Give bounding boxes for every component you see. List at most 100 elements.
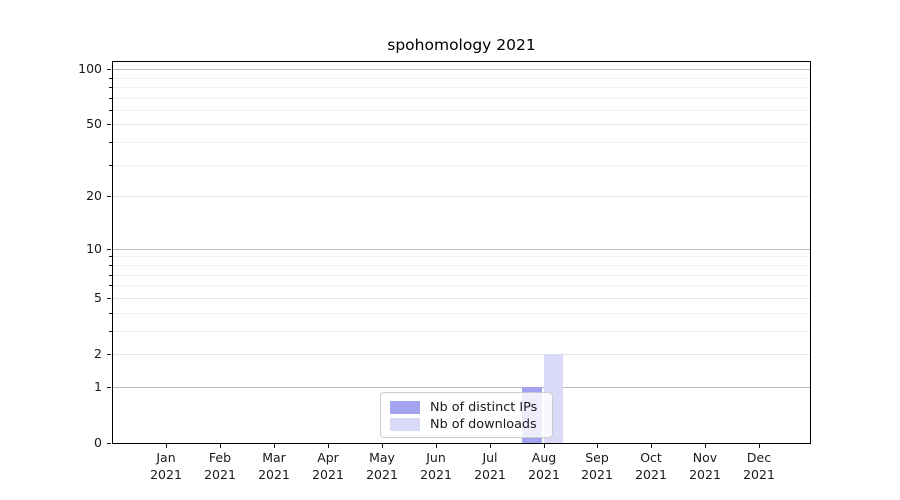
x-tick-month: May <box>369 450 395 465</box>
x-tick-month: Oct <box>640 450 662 465</box>
y-tick-label: 2 <box>94 346 102 361</box>
x-tick-label: Dec 2021 <box>727 450 791 483</box>
legend-swatch-distinct-ips <box>390 400 420 414</box>
y-minor-tick <box>109 142 112 143</box>
gridline <box>113 124 810 126</box>
minor-gridline <box>113 77 810 79</box>
minor-gridline <box>113 274 810 276</box>
legend: Nb of distinct IPs Nb of downloads <box>380 392 553 438</box>
y-tick <box>107 69 111 70</box>
y-tick-label: 0 <box>94 435 102 450</box>
y-tick-label: 50 <box>86 116 102 131</box>
x-tick-year: 2021 <box>258 466 290 482</box>
y-tick-label: 10 <box>86 241 102 256</box>
legend-swatch-downloads <box>390 417 420 431</box>
x-tick-month: Feb <box>208 450 232 465</box>
y-minor-tick <box>109 87 112 88</box>
x-tick-year: 2021 <box>420 466 452 482</box>
y-minor-tick <box>109 98 112 99</box>
y-tick-label: 1 <box>94 379 102 394</box>
minor-gridline <box>113 164 810 166</box>
x-tick <box>274 444 275 448</box>
x-tick-year: 2021 <box>689 466 721 482</box>
gridline <box>113 196 810 198</box>
chart-title: spohomology 2021 <box>387 36 536 54</box>
y-tick <box>107 249 111 250</box>
x-tick <box>328 444 329 448</box>
x-tick-year: 2021 <box>474 466 506 482</box>
x-tick <box>490 444 491 448</box>
minor-gridline <box>113 109 810 111</box>
x-tick-year: 2021 <box>150 466 182 482</box>
plot-area: Nb of distinct IPs Nb of downloads <box>112 61 811 444</box>
x-tick-year: 2021 <box>743 466 775 482</box>
minor-gridline <box>113 285 810 287</box>
x-tick <box>705 444 706 448</box>
x-tick <box>166 444 167 448</box>
x-tick-label: Mar 2021 <box>242 450 306 483</box>
y-minor-tick <box>109 331 112 332</box>
x-tick <box>759 444 760 448</box>
x-tick-month: Sep <box>585 450 609 465</box>
x-tick <box>597 444 598 448</box>
y-tick-label: 20 <box>86 188 102 203</box>
minor-gridline <box>113 312 810 314</box>
x-tick-label: Jun 2021 <box>404 450 468 483</box>
y-tick <box>107 443 111 444</box>
minor-gridline <box>113 142 810 144</box>
y-minor-tick <box>109 78 112 79</box>
x-tick-year: 2021 <box>528 466 560 482</box>
y-minor-tick <box>109 256 112 257</box>
legend-label-distinct-ips: Nb of distinct IPs <box>430 399 538 415</box>
x-tick-label: Sep 2021 <box>565 450 629 483</box>
major-gridline <box>113 69 810 71</box>
gridline <box>113 353 810 355</box>
minor-gridline <box>113 256 810 258</box>
y-tick-label: 5 <box>94 290 102 305</box>
x-tick-label: Oct 2021 <box>619 450 683 483</box>
x-tick-label: Jul 2021 <box>458 450 522 483</box>
x-tick-month: Dec <box>746 450 772 465</box>
y-minor-tick <box>109 265 112 266</box>
x-tick-year: 2021 <box>581 466 613 482</box>
x-tick <box>382 444 383 448</box>
y-minor-tick <box>109 275 112 276</box>
x-tick-label: May 2021 <box>350 450 414 483</box>
x-tick-label: Feb 2021 <box>188 450 252 483</box>
major-gridline <box>113 386 810 388</box>
x-tick-label: Jan 2021 <box>134 450 198 483</box>
gridline <box>113 297 810 299</box>
y-tick-label: 100 <box>78 61 102 76</box>
x-tick-month: Apr <box>317 450 339 465</box>
minor-gridline <box>113 86 810 88</box>
x-tick-label: Apr 2021 <box>296 450 360 483</box>
x-tick-year: 2021 <box>312 466 344 482</box>
legend-item-downloads: Nb of downloads <box>390 416 543 432</box>
minor-gridline <box>113 330 810 332</box>
x-tick <box>651 444 652 448</box>
y-minor-tick <box>109 313 112 314</box>
x-tick <box>220 444 221 448</box>
x-tick-month: Jan <box>156 450 176 465</box>
minor-gridline <box>113 264 810 266</box>
x-tick-year: 2021 <box>635 466 667 482</box>
x-tick-month: Nov <box>692 450 718 465</box>
x-tick-month: Jul <box>482 450 498 465</box>
x-tick-year: 2021 <box>366 466 398 482</box>
minor-gridline <box>113 97 810 99</box>
y-tick <box>107 196 111 197</box>
x-tick-month: Jun <box>426 450 446 465</box>
legend-item-distinct-ips: Nb of distinct IPs <box>390 399 543 415</box>
y-tick <box>107 387 111 388</box>
y-minor-tick <box>109 165 112 166</box>
major-gridline <box>113 248 810 250</box>
legend-label-downloads: Nb of downloads <box>430 416 537 432</box>
y-minor-tick <box>109 285 112 286</box>
x-tick-label: Aug 2021 <box>512 450 576 483</box>
y-tick <box>107 124 111 125</box>
y-minor-tick <box>109 110 112 111</box>
y-tick <box>107 354 111 355</box>
x-tick-year: 2021 <box>204 466 236 482</box>
x-tick-month: Aug <box>531 450 557 465</box>
